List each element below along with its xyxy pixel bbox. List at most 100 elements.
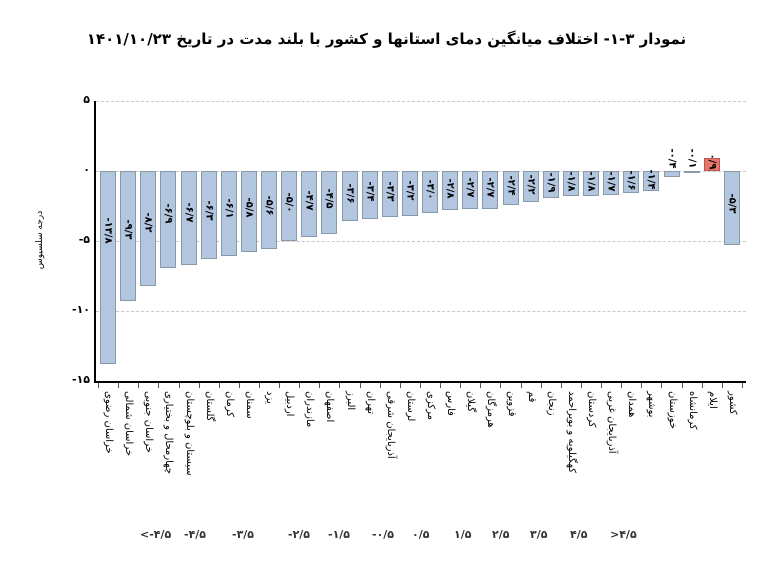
bar <box>623 171 640 194</box>
bar-value-label: -۸/۲ <box>142 212 154 233</box>
gridline <box>96 241 746 242</box>
bar <box>301 171 318 237</box>
bar-value-label: -۱/۶ <box>625 170 637 191</box>
x-category-label: قم <box>525 391 537 403</box>
bar-value-label: -۱/۹ <box>545 172 557 193</box>
x-category-label: قزوین <box>505 391 517 417</box>
bar-value-label: -۹/۳ <box>122 219 134 240</box>
bar <box>160 171 177 268</box>
x-category-label: کشور <box>726 391 738 415</box>
bar <box>281 171 298 241</box>
legend-scale-label: -۴/۵ <box>184 528 207 541</box>
bar <box>200 171 217 260</box>
x-tick <box>721 383 723 388</box>
bar <box>341 171 358 222</box>
bar-value-label: -۳/۰ <box>424 179 436 200</box>
x-category-label: کرمانشاه <box>686 391 698 430</box>
x-tick <box>580 383 582 388</box>
x-tick <box>259 383 260 388</box>
bar <box>381 171 398 218</box>
bar <box>502 171 519 205</box>
legend-scale-label: <-۴/۵ <box>140 528 172 541</box>
bar <box>522 171 539 202</box>
bar-value-label: -۳/۶ <box>344 183 356 204</box>
bar-value-label: -۶/۱ <box>223 198 235 219</box>
bar <box>100 171 117 365</box>
x-category-label: خوزستان <box>666 391 678 429</box>
y-tick-label: -۱۰ <box>72 303 90 316</box>
x-tick <box>681 383 683 388</box>
bar-value-label: -۲/۸ <box>444 178 456 199</box>
bar <box>643 171 660 191</box>
y-tick-label: -۱۵ <box>72 373 90 386</box>
bar <box>482 171 499 209</box>
bar-value-label: -۱/۷ <box>605 171 617 192</box>
bar-value-label: -۴/۵ <box>323 188 335 209</box>
x-axis <box>94 381 746 383</box>
bar <box>261 171 278 250</box>
x-category-label: ایلام <box>706 391 718 409</box>
chart-title: نمودار ۳-۱- اختلاف میانگین دمای استانها … <box>86 30 687 48</box>
legend-scale-label: >۴/۵ <box>610 528 637 541</box>
legend-scale-label: -۰/۵ <box>372 528 395 541</box>
bar-value-label: -۵/۰ <box>283 191 295 212</box>
x-tick <box>98 383 99 388</box>
x-category-label: کردستان <box>586 391 598 428</box>
x-tick <box>379 383 381 388</box>
x-tick <box>118 383 120 388</box>
x-category-label: چهارمحال و بختیاری <box>163 391 175 474</box>
bar <box>401 171 418 216</box>
bar-value-label: -۰/۴ <box>666 148 678 169</box>
x-tick <box>741 383 743 388</box>
bar <box>603 171 620 195</box>
bar-value-label: -۲/۷ <box>484 177 496 198</box>
x-category-label: اصفهان <box>324 391 336 423</box>
legend-scale-label: -۱/۵ <box>328 528 351 541</box>
x-tick <box>621 383 623 388</box>
bar <box>442 171 459 211</box>
x-category-label: لرستان <box>404 391 416 422</box>
x-tick <box>641 383 643 388</box>
x-tick <box>339 383 341 388</box>
bar <box>703 158 720 171</box>
bar-value-label: -۲/۷ <box>464 177 476 198</box>
bar <box>120 171 137 302</box>
x-tick <box>560 383 562 388</box>
bar <box>583 171 600 197</box>
x-category-label: فارس <box>445 391 457 416</box>
bar-value-label: -۱/۴ <box>645 169 657 190</box>
bar <box>462 171 479 209</box>
x-category-label: مرکزی <box>425 391 437 420</box>
x-category-label: بوشهر <box>646 391 658 418</box>
x-category-label: یزد <box>264 391 276 404</box>
y-axis <box>94 101 96 383</box>
bar-value-label: -۳/۳ <box>384 181 396 202</box>
bar <box>562 171 579 197</box>
gridline <box>96 311 746 312</box>
x-tick <box>399 383 401 388</box>
bar-value-label: -۴/۷ <box>303 190 315 211</box>
x-tick <box>178 383 180 388</box>
x-tick <box>218 383 220 388</box>
bar <box>180 171 197 265</box>
legend-scale-label: ۰/۵ <box>412 528 430 541</box>
bar <box>240 171 257 253</box>
x-category-label: خراسان شمالی <box>123 391 135 457</box>
x-tick <box>601 383 603 388</box>
x-category-label: اردبیل <box>284 391 296 417</box>
x-tick <box>319 383 321 388</box>
legend-scale-label: ۳/۵ <box>530 528 548 541</box>
bar <box>321 171 338 234</box>
gridline <box>96 171 746 172</box>
x-tick <box>138 383 140 388</box>
x-category-label: تهران <box>364 391 376 415</box>
x-category-label: سمنان <box>243 391 255 419</box>
bar <box>140 171 157 286</box>
y-tick-label: ۵ <box>83 93 90 106</box>
x-category-label: مازندران <box>304 391 316 428</box>
x-category-label: کرمان <box>223 391 235 418</box>
legend-scale-label: -۲/۵ <box>288 528 311 541</box>
bar-value-label: -۲/۴ <box>505 175 517 196</box>
bar-value-label: -۵/۳ <box>726 193 738 214</box>
